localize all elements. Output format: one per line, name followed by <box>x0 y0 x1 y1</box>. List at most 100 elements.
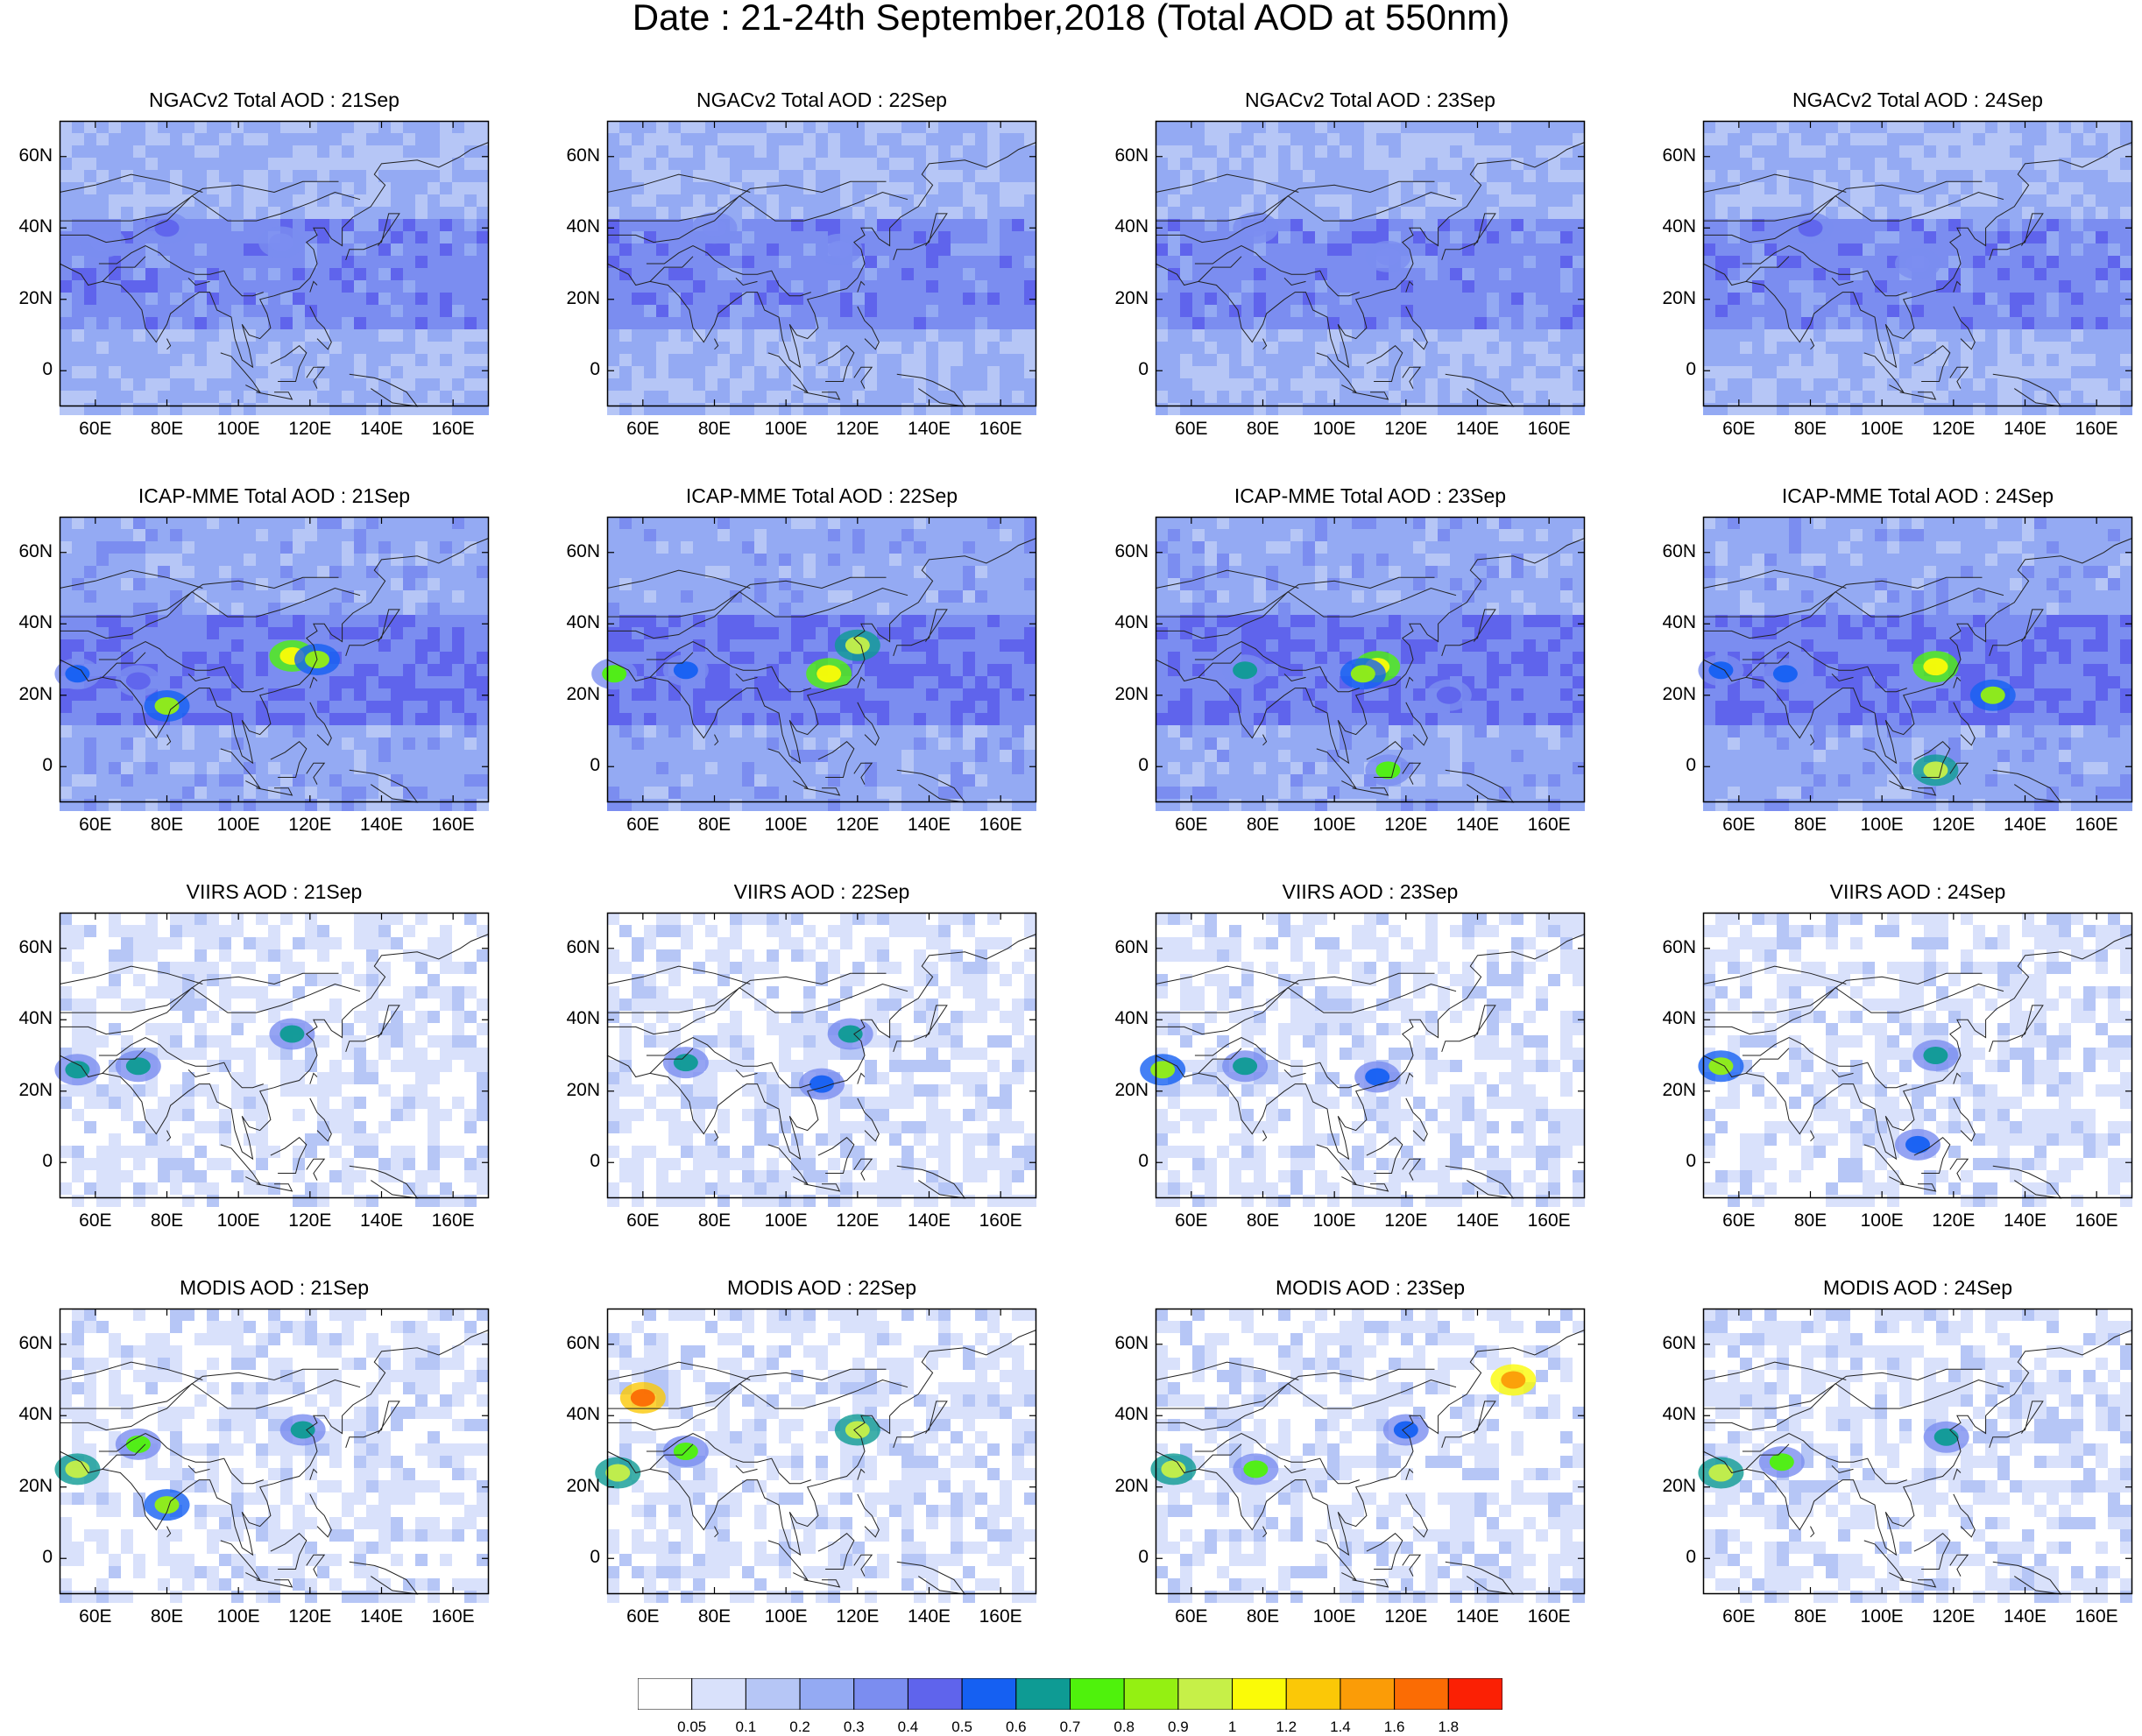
colorbar-tick-label: 0.6 <box>990 1718 1043 1736</box>
x-tick-label: 60E <box>60 419 131 440</box>
colorbar-tick-label: 1.2 <box>1260 1718 1312 1736</box>
y-tick-label: 0 <box>1106 1151 1149 1172</box>
colorbar-swatch <box>1286 1678 1340 1710</box>
y-tick-label: 40N <box>1106 1008 1149 1029</box>
x-tick-label: 80E <box>1228 1606 1298 1627</box>
y-tick-label: 20N <box>1654 1080 1696 1101</box>
panel-title: ICAP-MME Total AOD : 24Sep <box>1703 484 2132 508</box>
aod-hotspot <box>54 1453 100 1485</box>
x-tick-label: 80E <box>132 1210 202 1231</box>
x-tick-label: 100E <box>1299 1210 1369 1231</box>
aod-hotspot <box>1970 680 2016 711</box>
panel-title: VIIRS AOD : 23Sep <box>1156 880 1585 904</box>
x-tick-label: 160E <box>965 1210 1036 1231</box>
panel-title: ICAP-MME Total AOD : 23Sep <box>1156 484 1585 508</box>
x-tick-label: 160E <box>1514 815 1584 836</box>
x-tick-label: 60E <box>60 815 131 836</box>
x-tick-label: 140E <box>894 1606 965 1627</box>
colorbar-tick-label: 0.9 <box>1152 1718 1205 1736</box>
colorbar-swatch <box>746 1678 800 1710</box>
y-tick-label: 20N <box>1654 684 1696 705</box>
x-tick-label: 160E <box>418 419 488 440</box>
y-tick-label: 20N <box>11 288 53 309</box>
map-plot <box>607 913 1036 1198</box>
y-tick-label: 20N <box>558 1476 600 1497</box>
x-tick-label: 60E <box>608 1606 678 1627</box>
y-tick-label: 60N <box>1654 1333 1696 1354</box>
x-tick-label: 80E <box>680 1606 750 1627</box>
x-tick-label: 80E <box>1776 815 1846 836</box>
panel-title: NGACv2 Total AOD : 24Sep <box>1703 88 2132 112</box>
x-tick-label: 160E <box>1514 1606 1584 1627</box>
x-tick-label: 80E <box>680 815 750 836</box>
colorbar-swatch <box>908 1678 962 1710</box>
y-tick-label: 40N <box>558 216 600 237</box>
aod-hotspot <box>1912 754 1958 786</box>
y-tick-label: 0 <box>558 1151 600 1172</box>
map-plot <box>60 121 489 406</box>
y-tick-label: 60N <box>11 541 53 562</box>
panel-title: VIIRS AOD : 24Sep <box>1703 880 2132 904</box>
x-tick-label: 140E <box>1990 815 2061 836</box>
aod-hotspot <box>1354 1061 1400 1092</box>
colorbar-swatch <box>1016 1678 1071 1710</box>
map-plot <box>1703 517 2132 802</box>
x-tick-label: 100E <box>203 815 273 836</box>
x-tick-label: 140E <box>894 1210 965 1231</box>
x-tick-label: 100E <box>751 1210 821 1231</box>
x-tick-label: 120E <box>275 1606 345 1627</box>
aod-hotspot <box>1426 680 1472 711</box>
x-tick-label: 60E <box>608 419 678 440</box>
aod-hotspot <box>1895 248 1941 279</box>
x-tick-label: 80E <box>1228 815 1298 836</box>
x-tick-label: 60E <box>1156 419 1227 440</box>
aod-hotspot <box>145 690 190 722</box>
map-plot <box>1156 121 1585 406</box>
x-tick-label: 80E <box>1776 419 1846 440</box>
y-tick-label: 40N <box>558 1404 600 1425</box>
x-tick-label: 120E <box>275 815 345 836</box>
y-tick-label: 20N <box>1106 288 1149 309</box>
y-tick-label: 0 <box>1106 1547 1149 1568</box>
x-tick-label: 60E <box>1704 1210 1774 1231</box>
panel-title: NGACv2 Total AOD : 22Sep <box>607 88 1036 112</box>
y-tick-label: 60N <box>11 145 53 166</box>
aod-field <box>607 121 1036 415</box>
y-tick-label: 20N <box>558 684 600 705</box>
y-tick-label: 40N <box>1106 216 1149 237</box>
y-tick-label: 40N <box>1654 612 1696 633</box>
y-tick-label: 0 <box>11 359 53 380</box>
x-tick-label: 140E <box>894 419 965 440</box>
colorbar-swatch <box>962 1678 1016 1710</box>
y-tick-label: 60N <box>558 541 600 562</box>
y-tick-label: 20N <box>1106 684 1149 705</box>
x-tick-label: 60E <box>1704 815 1774 836</box>
map-plot <box>60 913 489 1198</box>
y-tick-label: 20N <box>1654 1476 1696 1497</box>
y-tick-label: 40N <box>1106 612 1149 633</box>
x-tick-label: 140E <box>1443 1606 1513 1627</box>
y-tick-label: 0 <box>1654 1151 1696 1172</box>
x-tick-label: 120E <box>823 815 893 836</box>
x-tick-label: 60E <box>608 1210 678 1231</box>
panel-title: ICAP-MME Total AOD : 22Sep <box>607 484 1036 508</box>
aod-field <box>1156 913 1585 1207</box>
x-tick-label: 160E <box>2061 815 2131 836</box>
x-tick-label: 160E <box>965 1606 1036 1627</box>
map-plot <box>60 517 489 802</box>
x-tick-label: 120E <box>1919 419 1989 440</box>
x-tick-label: 160E <box>1514 419 1584 440</box>
aod-field <box>1156 1309 1585 1603</box>
aod-hotspot <box>54 1054 100 1085</box>
y-tick-label: 0 <box>1106 755 1149 776</box>
aod-hotspot <box>1365 754 1410 786</box>
y-tick-label: 60N <box>11 937 53 958</box>
aod-hotspot <box>1150 1453 1196 1485</box>
x-tick-label: 80E <box>1228 419 1298 440</box>
x-tick-label: 160E <box>965 815 1036 836</box>
aod-field <box>1156 121 1585 415</box>
aod-hotspot <box>817 234 862 265</box>
